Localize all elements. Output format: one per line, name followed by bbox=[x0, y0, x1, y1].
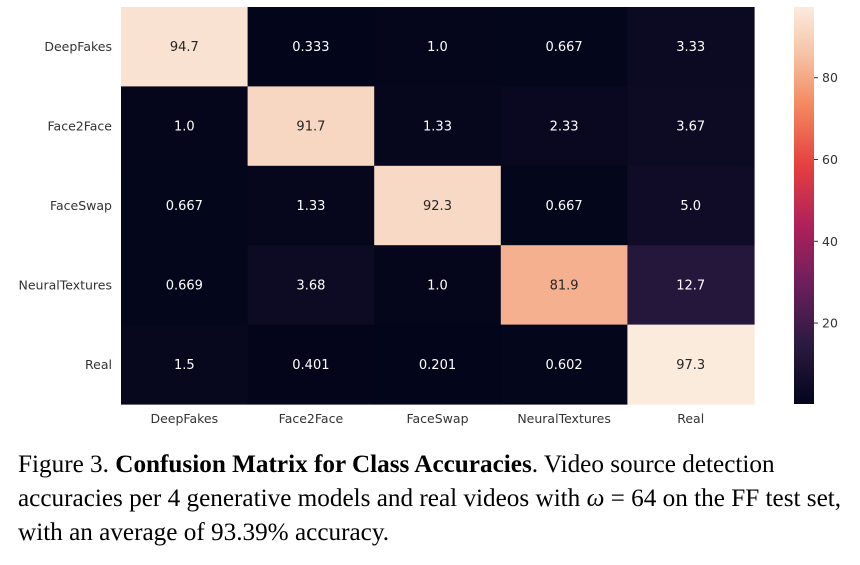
cell-value-label: 1.5 bbox=[174, 358, 195, 373]
heatmap-cell bbox=[247, 86, 375, 167]
heatmap-cell bbox=[500, 245, 628, 326]
cell-value-label: 1.33 bbox=[423, 120, 452, 135]
heatmap-cells bbox=[121, 7, 755, 405]
cell-value-label: 1.0 bbox=[427, 278, 448, 293]
colorbar bbox=[794, 7, 814, 404]
heatmap-cell bbox=[627, 7, 755, 87]
colorbar-tick-label: 60 bbox=[822, 152, 838, 167]
cell-value-label: 3.33 bbox=[676, 40, 705, 55]
heatmap-cell bbox=[121, 324, 249, 405]
cell-value-label: 92.3 bbox=[423, 199, 452, 214]
heatmap-cell bbox=[121, 7, 249, 87]
cell-value-label: 3.67 bbox=[676, 120, 705, 135]
heatmap-cell bbox=[247, 245, 375, 326]
heatmap-cell bbox=[374, 7, 502, 87]
confusion-matrix-heatmap: 94.7 0.333 1.0 0.667 3.33 1.0 91.7 1.33 2.33 3.67… bbox=[18, 7, 838, 426]
colorbar-tick-label: 20 bbox=[822, 316, 838, 331]
x-tick-label: NeuralTextures bbox=[517, 411, 611, 426]
colorbar-tick-label: 40 bbox=[822, 234, 838, 249]
heatmap-cell bbox=[500, 165, 628, 246]
x-tick-label: Face2Face bbox=[279, 411, 344, 426]
heatmap-cell bbox=[121, 245, 249, 326]
heatmap-cell bbox=[500, 7, 628, 87]
cell-value-label: 3.68 bbox=[296, 278, 325, 293]
cell-value-label: 0.669 bbox=[166, 278, 203, 293]
cell-value-label: 0.401 bbox=[292, 358, 329, 373]
heatmap-cell bbox=[374, 324, 502, 405]
heatmap-cell-labels: 94.7 0.333 1.0 0.667 3.33 1.0 91.7 1.33 2.33 3.67… bbox=[166, 40, 705, 373]
heatmap-cell bbox=[500, 324, 628, 405]
cell-value-label: 1.0 bbox=[174, 120, 195, 135]
colorbar-ticks: 20 40 60 80 bbox=[814, 70, 838, 331]
x-tick-label: DeepFakes bbox=[150, 411, 218, 426]
caption-title: Confusion Matrix for Class Accuracies bbox=[115, 451, 532, 478]
y-tick-label: DeepFakes bbox=[44, 39, 112, 54]
heatmap-cell bbox=[627, 324, 755, 405]
cell-value-label: 0.333 bbox=[292, 40, 329, 55]
colorbar-tick-label: 80 bbox=[822, 70, 838, 85]
cell-value-label: 0.201 bbox=[419, 358, 456, 373]
caption-equation: = 64 bbox=[604, 485, 657, 512]
cell-value-label: 0.602 bbox=[545, 358, 582, 373]
caption-tail: on the FF test set, with an average of 9… bbox=[18, 485, 842, 546]
x-tick-label: FaceSwap bbox=[406, 411, 468, 426]
cell-value-label: 5.0 bbox=[680, 199, 701, 214]
cell-value-label: 0.667 bbox=[545, 40, 582, 55]
x-tick-labels: DeepFakes Face2Face FaceSwap NeuralTextures… bbox=[150, 411, 704, 426]
cell-value-label: 0.667 bbox=[545, 199, 582, 214]
heatmap-cell bbox=[121, 86, 249, 167]
x-tick-label: Real bbox=[677, 411, 704, 426]
colorbar-gradient bbox=[794, 7, 814, 404]
figure-caption: Figure 3. Confusion Matrix for Class Acc… bbox=[18, 448, 856, 550]
heatmap-cell bbox=[247, 165, 375, 246]
cell-value-label: 1.0 bbox=[427, 40, 448, 55]
heatmap-cell bbox=[121, 165, 249, 246]
cell-value-label: 81.9 bbox=[550, 278, 579, 293]
y-tick-label: Real bbox=[85, 357, 112, 372]
cell-value-label: 2.33 bbox=[550, 120, 579, 135]
caption-prefix: Figure 3. bbox=[18, 451, 116, 478]
y-tick-labels: DeepFakes Face2Face FaceSwap NeuralTextures… bbox=[18, 39, 112, 372]
cell-value-label: 97.3 bbox=[676, 358, 705, 373]
caption-body: . Video source detection accuracies per … bbox=[18, 451, 775, 512]
heatmap-cell bbox=[247, 324, 375, 405]
cell-value-label: 0.667 bbox=[166, 199, 203, 214]
heatmap-cell bbox=[627, 165, 755, 246]
caption-omega: ω bbox=[586, 485, 605, 512]
heatmap-cell bbox=[374, 245, 502, 326]
heatmap-cell bbox=[247, 7, 375, 87]
heatmap-cell bbox=[627, 86, 755, 167]
heatmap-cell bbox=[500, 86, 628, 167]
cell-value-label: 1.33 bbox=[296, 199, 325, 214]
cell-value-label: 12.7 bbox=[676, 278, 705, 293]
y-tick-label: NeuralTextures bbox=[18, 277, 112, 292]
y-tick-label: FaceSwap bbox=[50, 198, 112, 213]
cell-value-label: 94.7 bbox=[170, 40, 199, 55]
heatmap-cell bbox=[374, 86, 502, 167]
cell-value-label: 91.7 bbox=[296, 120, 325, 135]
y-tick-label: Face2Face bbox=[48, 119, 113, 134]
heatmap-cell bbox=[627, 245, 755, 326]
heatmap-cell bbox=[374, 165, 502, 246]
